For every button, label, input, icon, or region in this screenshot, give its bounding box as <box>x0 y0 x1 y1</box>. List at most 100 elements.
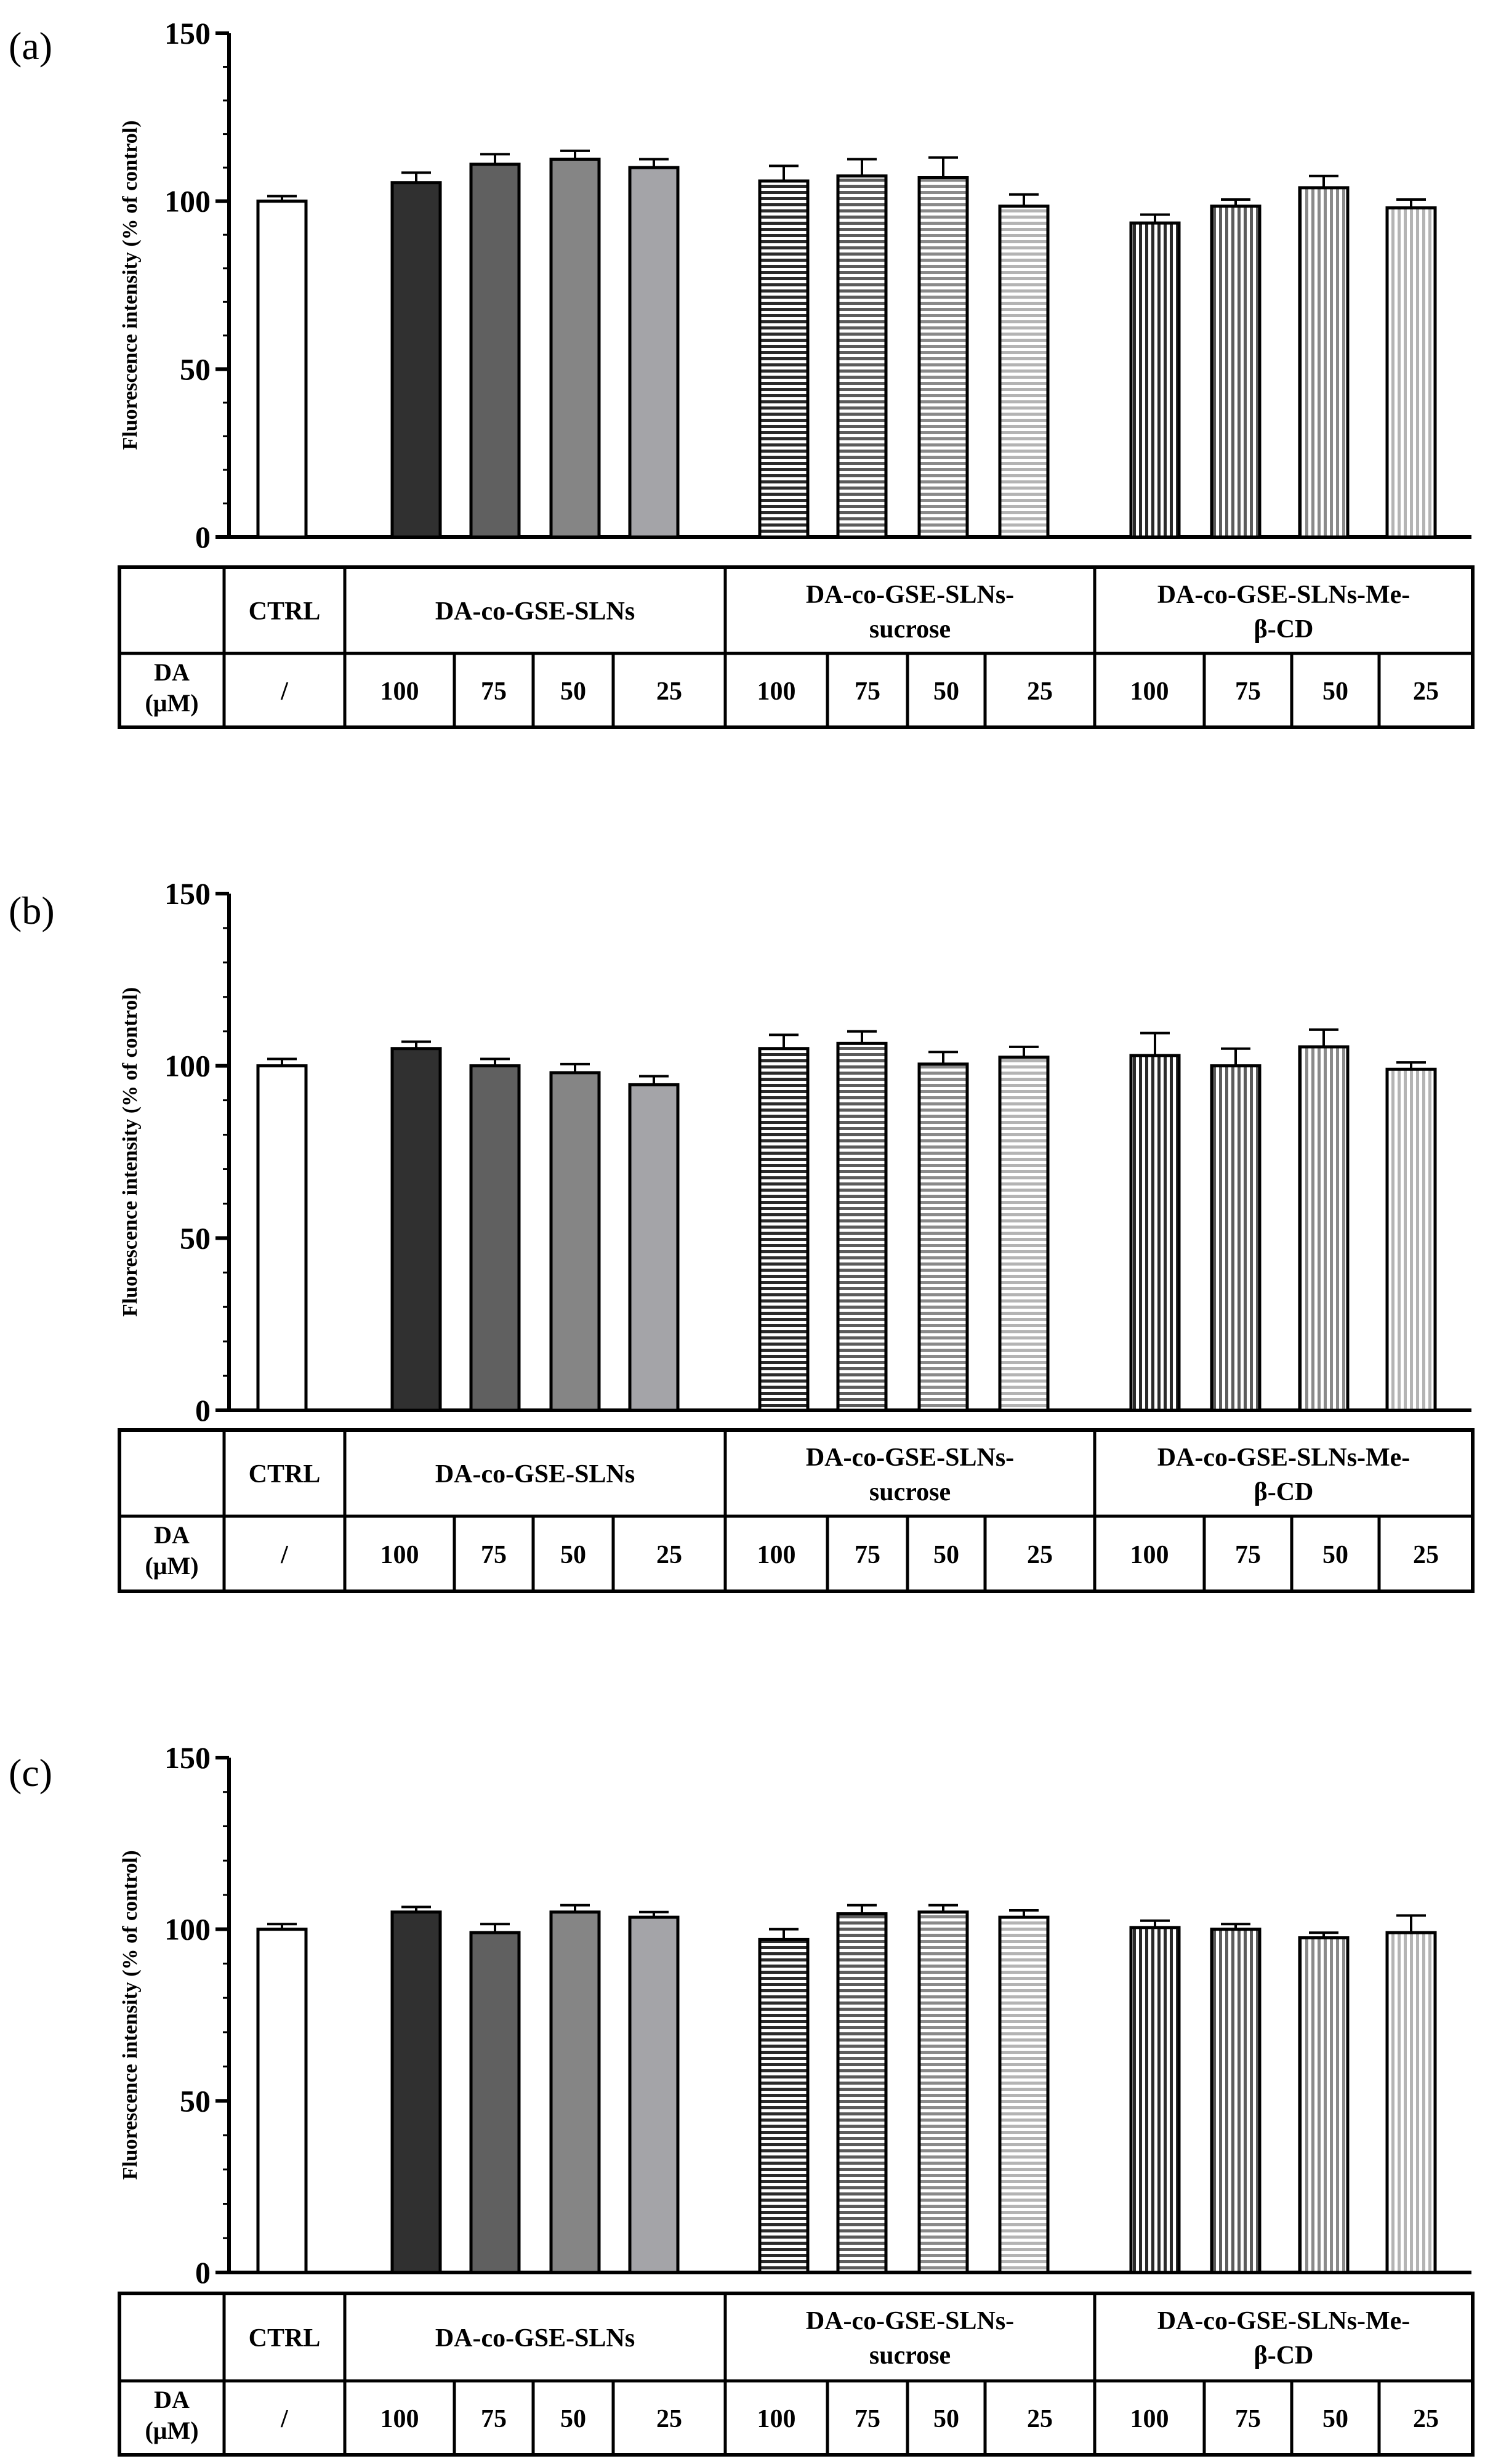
bar <box>549 1910 601 2274</box>
dose-cell: 50 <box>560 2405 586 2433</box>
dose-cell: 100 <box>1130 677 1169 706</box>
bar <box>1298 1936 1350 2274</box>
y-tick-label: 0 <box>195 520 211 554</box>
bar <box>628 166 680 539</box>
dose-cell: 25 <box>656 677 682 706</box>
group-header: DA-co-GSE-SLNs <box>435 1460 635 1488</box>
dose-cell: 75 <box>481 2405 507 2433</box>
bar <box>917 1910 969 2274</box>
bar <box>917 1062 969 1412</box>
panel-label: (b) <box>9 889 55 932</box>
dose-cell: 100 <box>380 1541 419 1569</box>
y-tick-label: 50 <box>180 1221 211 1255</box>
dose-cell: 100 <box>757 2405 796 2433</box>
bar <box>917 176 969 539</box>
y-tick-label: 50 <box>180 352 211 386</box>
dose-cell: 50 <box>560 1541 586 1569</box>
bar <box>256 200 308 539</box>
group-header-line2: sucrose <box>869 2341 951 2370</box>
dose-cell: / <box>280 677 289 706</box>
dose-cell: 75 <box>481 1541 507 1569</box>
bar <box>1129 221 1181 539</box>
y-axis-title: Fluorescence intensity (% of control) <box>119 1850 142 2179</box>
y-tick-label: 100 <box>164 184 211 219</box>
y-axis-title: Fluorescence intensity (% of control) <box>119 120 142 450</box>
dose-cell: 25 <box>1027 2405 1053 2433</box>
bar <box>836 174 888 539</box>
y-tick-label: 0 <box>195 1393 211 1428</box>
bar <box>390 1047 442 1412</box>
bar <box>1129 1926 1181 2274</box>
group-header-line2: sucrose <box>869 615 951 644</box>
row-label-da: DA <box>154 2386 190 2414</box>
group-header-line1: DA-co-GSE-SLNs-Me- <box>1157 1444 1411 1472</box>
bar <box>390 1910 442 2274</box>
dose-cell: 75 <box>1235 2405 1261 2433</box>
bar <box>549 1071 601 1412</box>
group-header: DA-co-GSE-SLNs <box>435 2324 635 2353</box>
bar <box>836 1912 888 2274</box>
panel-label: (c) <box>9 1751 52 1795</box>
group-header-line1: DA-co-GSE-SLNs- <box>806 1444 1014 1472</box>
group-header: DA-co-GSE-SLNs <box>435 597 635 626</box>
bar <box>758 179 810 539</box>
dose-cell: 50 <box>933 677 959 706</box>
bar <box>549 158 601 539</box>
bar <box>998 1915 1050 2274</box>
bar <box>469 1931 521 2274</box>
dose-cell: 100 <box>1130 2405 1169 2433</box>
row-label-unit: (μM) <box>145 1552 198 1580</box>
dose-cell: 50 <box>1322 677 1348 706</box>
bar <box>758 1047 810 1412</box>
group-header-line1: DA-co-GSE-SLNs- <box>806 581 1014 609</box>
group-header-line2: β-CD <box>1254 615 1314 644</box>
panel-b: (b) Fluorescence intensity (% of control)… <box>9 876 1475 1593</box>
bar <box>1210 1064 1262 1412</box>
dose-cell: 25 <box>656 2405 682 2433</box>
group-header-line1: DA-co-GSE-SLNs-Me- <box>1157 2307 1411 2335</box>
bar <box>836 1041 888 1412</box>
bar <box>998 204 1050 539</box>
dose-cell: 25 <box>656 1541 682 1569</box>
y-tick-label: 100 <box>164 1912 211 1947</box>
table-border <box>118 2292 1475 2457</box>
bar <box>628 1915 680 2274</box>
dose-cell: / <box>280 2405 289 2433</box>
table-border <box>118 565 1475 729</box>
group-header-line1: DA-co-GSE-SLNs- <box>806 2307 1014 2335</box>
group-header: CTRL <box>249 2324 321 2353</box>
dose-cell: 75 <box>855 1541 880 1569</box>
dose-cell: 100 <box>380 2405 419 2433</box>
dose-cell: 100 <box>1130 1541 1169 1569</box>
group-header: CTRL <box>249 1460 321 1488</box>
panel-label: (a) <box>9 24 52 68</box>
dose-cell: 25 <box>1027 1541 1053 1569</box>
dose-cell: 25 <box>1413 677 1439 706</box>
y-tick-label: 0 <box>195 2255 211 2290</box>
y-axis-title: Fluorescence intensity (% of control) <box>119 987 142 1317</box>
dose-cell: 50 <box>933 2405 959 2433</box>
dose-cell: 75 <box>855 677 880 706</box>
y-tick-label: 50 <box>180 2083 211 2118</box>
bar <box>1298 186 1350 539</box>
row-label-unit: (μM) <box>145 689 198 717</box>
bar <box>758 1937 810 2274</box>
dose-table: CTRL DA-co-GSE-SLNs DA-co-GSE-SLNs-sucrose… <box>118 2292 1475 2457</box>
dose-cell: 75 <box>481 677 507 706</box>
bar <box>1210 1928 1262 2274</box>
dose-cell: 25 <box>1027 677 1053 706</box>
dose-cell: 50 <box>1322 1541 1348 1569</box>
bar <box>998 1056 1050 1412</box>
bar <box>469 1064 521 1412</box>
dose-table: CTRL DA-co-GSE-SLNs DA-co-GSE-SLNs-sucrose… <box>118 1428 1475 1593</box>
bar <box>1385 1931 1437 2274</box>
bar <box>628 1083 680 1412</box>
bar <box>1298 1045 1350 1412</box>
bar <box>1385 1067 1437 1412</box>
dose-cell: 50 <box>560 677 586 706</box>
dose-cell: 100 <box>380 677 419 706</box>
group-header-line2: sucrose <box>869 1478 951 1506</box>
group-header: CTRL <box>249 597 321 626</box>
row-label-da: DA <box>154 1521 190 1549</box>
